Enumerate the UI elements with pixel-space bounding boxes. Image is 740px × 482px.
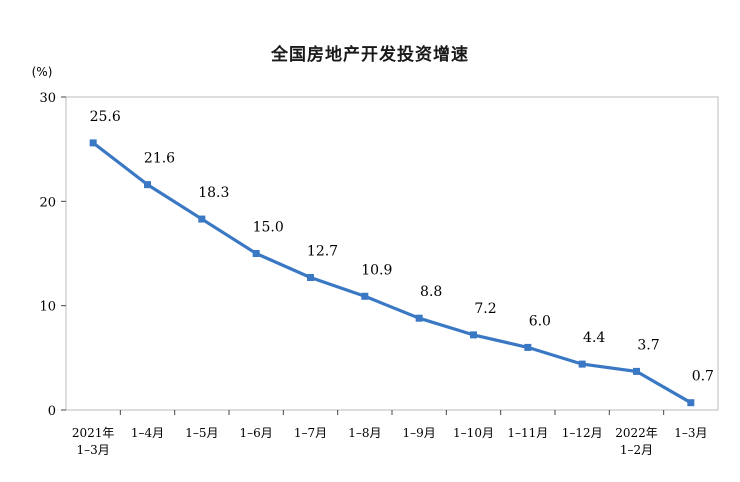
chart-title: 全国房地产开发投资增速 [271, 45, 469, 65]
x-tick-label: 1–10月 [453, 426, 494, 440]
series-line [92, 141, 692, 405]
data-label: 10.9 [361, 262, 392, 278]
data-point [361, 292, 369, 300]
data-point [198, 215, 206, 223]
data-label: 12.7 [307, 243, 338, 259]
data-label: 0.7 [692, 369, 714, 385]
x-tick-label: 1–11月 [507, 426, 548, 440]
data-label: 3.7 [637, 337, 659, 353]
plot-frame [65, 96, 719, 411]
y-tick-label: 0 [48, 404, 56, 419]
series-markers [89, 139, 695, 407]
data-point [633, 367, 640, 375]
data-labels: 25.6 21.6 18.3 15.0 12.7 10.9 8.8 7.2 6.0 4.4 3.7 0… [90, 109, 714, 385]
data-label: 15.0 [253, 220, 284, 236]
data-label: 25.6 [90, 109, 121, 125]
x-tick-label: 1–9月 [403, 426, 436, 440]
data-label: 21.6 [144, 151, 175, 167]
data-point [578, 360, 586, 368]
x-tick-label: 1–5月 [185, 426, 218, 440]
data-label: 18.3 [198, 185, 229, 201]
data-point [415, 314, 423, 322]
y-tick-label: 10 [39, 300, 56, 315]
data-point [470, 331, 477, 339]
x-tick-label: 2022年 1–2月 [615, 426, 658, 457]
x-tick-label: 1–6月 [240, 426, 273, 440]
y-tick-label: 30 [39, 91, 56, 106]
data-point [687, 399, 695, 407]
data-point [89, 139, 97, 147]
data-point [524, 343, 532, 351]
x-tick-label: 1–3月 [674, 426, 707, 440]
y-tick-label: 20 [39, 195, 56, 210]
x-tick-label: 1–8月 [348, 426, 381, 440]
data-point [307, 273, 314, 281]
data-label: 7.2 [474, 301, 496, 317]
data-label: 8.8 [420, 284, 442, 300]
x-tick-label: 1–12月 [562, 426, 603, 440]
data-point [144, 181, 151, 189]
data-point [252, 250, 260, 257]
y-axis-unit-label: (%) [32, 65, 53, 79]
x-tick-label: 1–7月 [294, 426, 327, 440]
data-label: 4.4 [583, 330, 605, 346]
data-label: 6.0 [529, 313, 551, 329]
x-axis: 2021年 1–3月 1–4月 1–5月 1–6月 1–7月 1–8月 1–9月 1–10月 1–… [72, 410, 707, 457]
x-tick-label: 2021年 1–3月 [72, 426, 115, 457]
x-tick-label: 1–4月 [131, 426, 164, 440]
y-axis: 0 10 20 30 [39, 91, 66, 419]
